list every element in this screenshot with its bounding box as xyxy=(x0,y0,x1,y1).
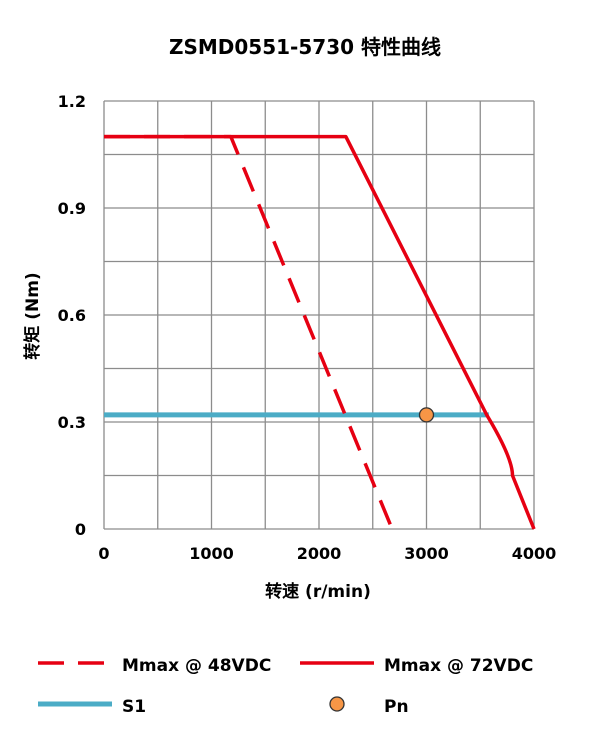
y-tick-label: 0.9 xyxy=(58,199,86,218)
series-pn-point xyxy=(418,407,435,423)
legend-label-s1: S1 xyxy=(122,697,146,717)
x-tick-label: 2000 xyxy=(297,544,342,563)
y-tick-label: 0.3 xyxy=(58,413,86,432)
y-tick-label: 0.6 xyxy=(58,306,86,325)
legend-swatch-pn xyxy=(329,696,345,712)
x-axis-label: 转速 (r/min) xyxy=(265,581,371,602)
legend: Mmax @ 48VDC Mmax @ 72VDC S1 Pn xyxy=(38,656,533,717)
series-mmax-72vdc-line xyxy=(104,134,536,530)
y-axis-label: 转矩 (Nm) xyxy=(22,272,43,359)
x-tick-label: 0 xyxy=(98,544,109,563)
x-tick-labels: 0 1000 2000 3000 4000 xyxy=(98,544,556,563)
y-tick-labels: 0 0.3 0.6 0.9 1.2 xyxy=(58,92,86,539)
y-tick-label: 1.2 xyxy=(58,92,86,111)
plot-area xyxy=(104,134,536,530)
legend-label-mmax-48vdc: Mmax @ 48VDC xyxy=(122,656,271,676)
x-tick-label: 3000 xyxy=(404,544,449,563)
series-mmax-48vdc-line xyxy=(104,134,394,530)
y-tick-label: 0 xyxy=(75,520,86,539)
grid xyxy=(103,100,535,530)
legend-label-pn: Pn xyxy=(384,697,409,717)
chart-title: ZSMD0551-5730 特性曲线 xyxy=(169,35,441,59)
legend-label-mmax-72vdc: Mmax @ 72VDC xyxy=(384,656,533,676)
x-tick-label: 1000 xyxy=(189,544,234,563)
x-tick-label: 4000 xyxy=(512,544,557,563)
